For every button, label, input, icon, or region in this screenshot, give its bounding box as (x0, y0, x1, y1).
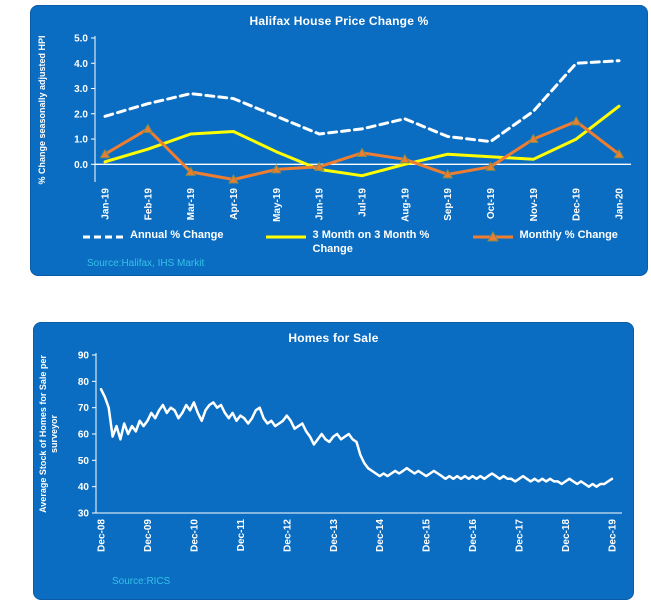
marker-triangle (399, 153, 411, 164)
y-tick-label: 70 (78, 403, 90, 414)
annual-dashed-line-sample (83, 235, 123, 239)
x-tick-label: Feb-19 (143, 188, 154, 221)
house-price-chart-title: Halifax House Price Change % (249, 14, 429, 28)
y-tick-label: 2.0 (74, 109, 88, 120)
y-tick-label: 5.0 (74, 34, 88, 45)
x-tick-label: Dec-18 (561, 519, 572, 552)
marker-triangle (185, 166, 197, 176)
x-tick-label: Mar-19 (186, 188, 197, 221)
series-line-0 (103, 59, 621, 144)
x-tick-label: Dec-15 (422, 519, 433, 552)
marker-triangle (570, 115, 582, 126)
x-tick-label: Dec-12 (282, 519, 293, 552)
three-month-line-sample (265, 235, 306, 239)
source-attribution-rics: Source:RICS (112, 576, 171, 587)
marker-triangle (270, 163, 282, 174)
marker-triangle (99, 148, 111, 159)
legend-label-annual: Annual % Change (130, 229, 224, 241)
x-tick-label: May-19 (272, 188, 283, 222)
y-tick-label: 3.0 (74, 84, 88, 95)
x-tick-label: Jul-19 (358, 188, 369, 217)
x-tick-label: Dec-16 (468, 519, 479, 552)
source-attribution-halifax: Source:Halifax, IHS Markit (87, 258, 205, 269)
x-tick-label: Nov-19 (529, 188, 540, 222)
marker-triangle (142, 123, 154, 133)
homes-for-sale-chart-panel: Homes for Sale 30 40 50 60 70 80 90 Dec-08 Dec-0… (33, 322, 634, 600)
x-tick-label: Dec-10 (189, 519, 200, 552)
x-tick-label: Dec-08 (97, 519, 108, 552)
house-price-chart-plot: 0.0 1.0 2.0 3.0 4.0 5.0 Jan-19 Feb-19 Mar-19 Apr-… (37, 34, 631, 222)
y-axis-title: surveyor (49, 414, 59, 453)
homes-for-sale-chart-title: Homes for Sale (288, 331, 379, 345)
legend-item-annual: Annual % Change (83, 229, 224, 243)
monthly-line-triangle-sample (472, 231, 513, 242)
y-tick-label: 1.0 (74, 135, 88, 146)
y-tick-label: 60 (78, 430, 90, 441)
y-tick-label: 80 (78, 377, 90, 388)
marker-triangle (485, 161, 496, 171)
x-tick-label: Dec-13 (329, 519, 340, 552)
x-tick-label: Jun-19 (315, 188, 326, 221)
x-tick-label: Sep-19 (443, 188, 454, 221)
x-tick-label: Dec-17 (515, 519, 526, 552)
series-line-1 (103, 104, 621, 178)
marker-triangle (228, 173, 239, 184)
y-tick-label: 40 (78, 482, 90, 493)
marker-triangle (442, 168, 454, 179)
x-tick-label: Dec-11 (236, 519, 247, 552)
x-tick-label: Jan-20 (615, 188, 626, 220)
x-tick-label: Dec-19 (608, 519, 619, 552)
y-tick-label: 30 (78, 509, 90, 520)
legend-item-monthly: Monthly % Change (472, 229, 618, 243)
y-tick-label: 0.0 (74, 160, 88, 171)
x-tick-label: Apr-19 (229, 188, 240, 220)
house-price-chart-panel: Halifax House Price Change % 0.0 1.0 2.0 3.… (30, 5, 648, 276)
x-tick-label: Oct-19 (486, 188, 497, 220)
chart-legend: Annual % Change 3 Month on 3 Month % Cha… (83, 229, 647, 257)
y-axis-title: % Change seasonally adjusted HPI (37, 35, 47, 184)
x-tick-label: Dec-14 (375, 519, 386, 552)
x-tick-label: Dec-09 (143, 519, 154, 552)
legend-label-monthly: Monthly % Change (519, 229, 618, 241)
x-tick-label: Dec-19 (572, 188, 583, 221)
homes-for-sale-chart-plot: 30 40 50 60 70 80 90 Dec-08 Dec-09 Dec-10 Dec-11 De… (38, 351, 622, 552)
marker-triangle (313, 161, 325, 171)
marker-triangle (527, 133, 539, 144)
y-tick-label: 50 (78, 456, 90, 467)
y-axis-title: Average Stock of Homes for Sale per (38, 355, 48, 513)
x-tick-label: Aug-19 (400, 188, 411, 222)
legend-label-three-month: 3 Month on 3 Month % Change (312, 229, 430, 255)
marker-triangle (356, 147, 368, 157)
legend-item-three-month: 3 Month on 3 Month % Change (265, 229, 431, 257)
y-tick-label: 4.0 (74, 59, 88, 70)
marker-triangle (613, 148, 625, 159)
x-tick-label: Jan-19 (101, 188, 112, 220)
series-line-0 (99, 387, 614, 488)
y-tick-label: 90 (78, 351, 90, 362)
